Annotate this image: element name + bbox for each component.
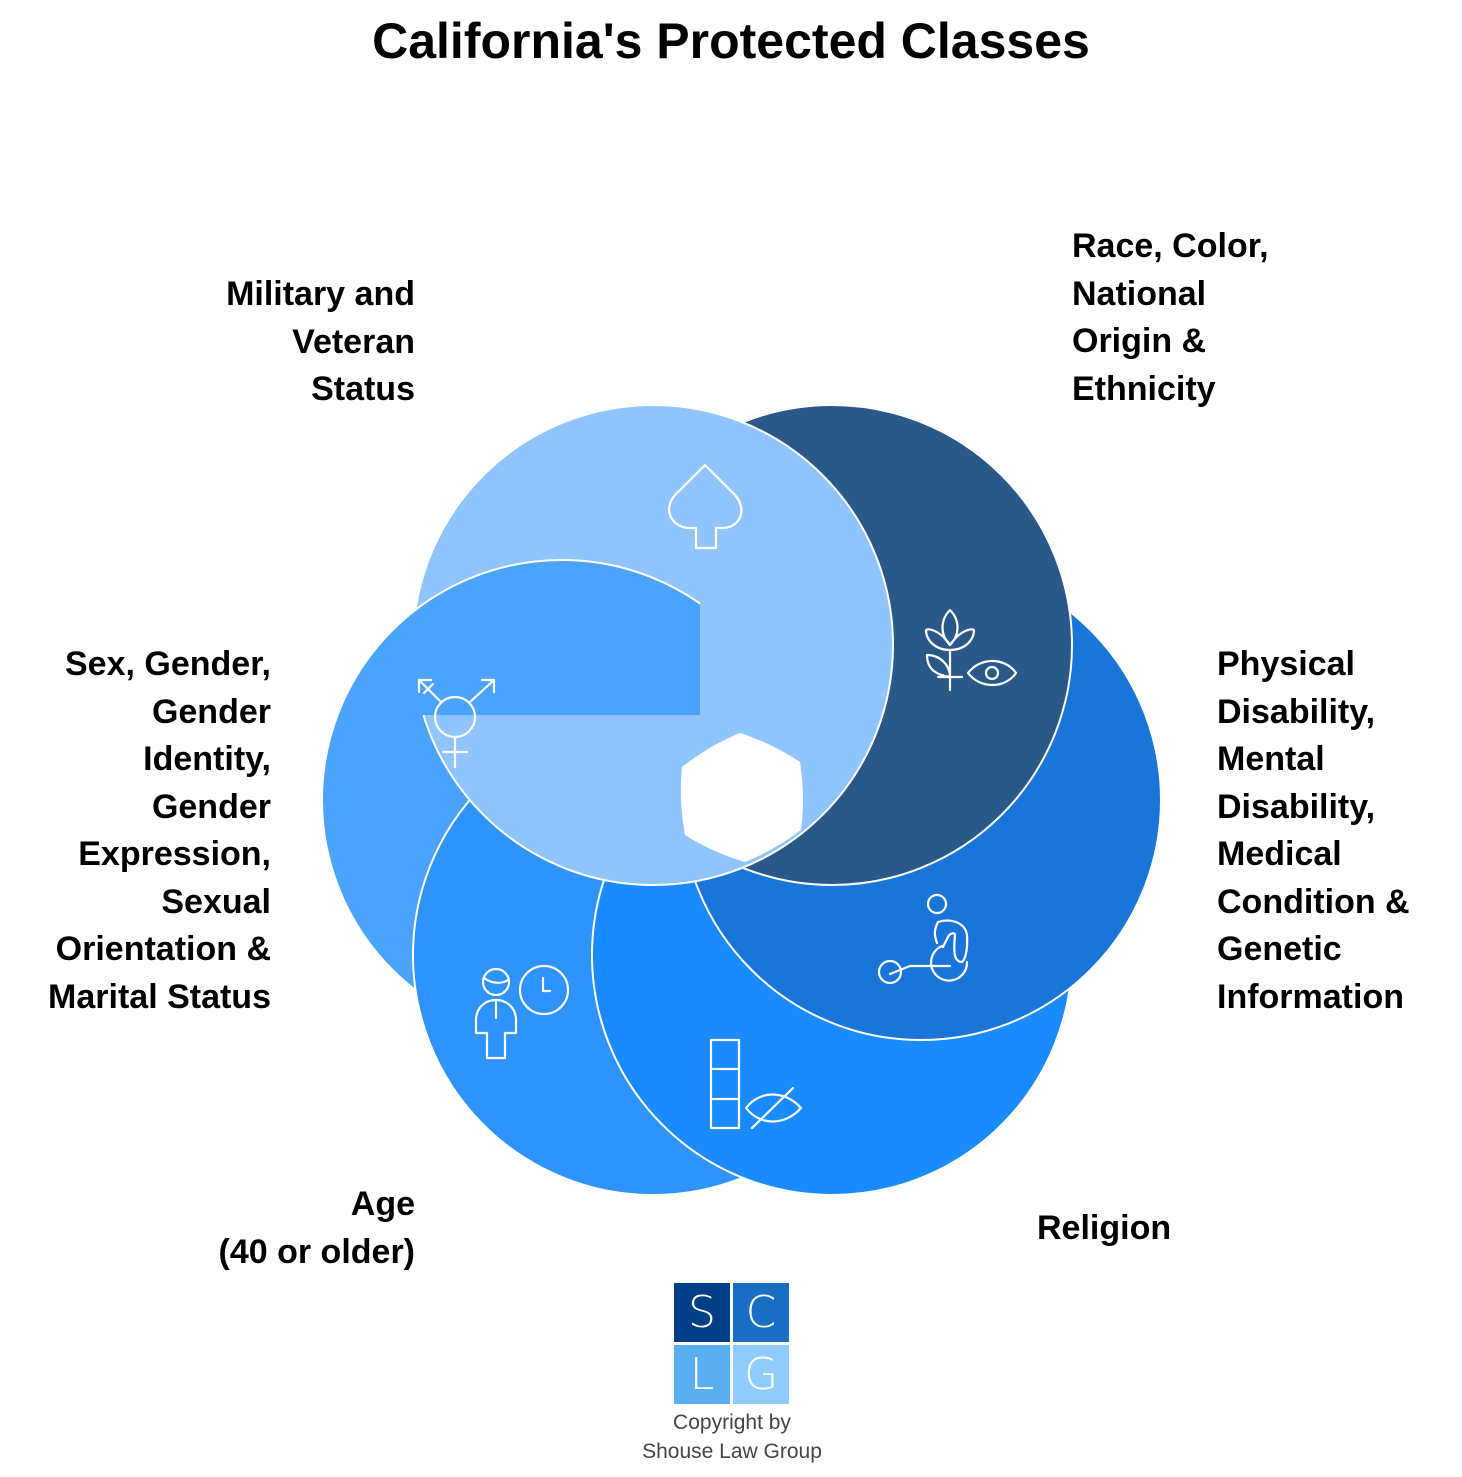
label-sex-gender: Sex, Gender, Gender Identity, Gender Exp…: [48, 641, 271, 1021]
sclg-logo: S C L G: [674, 1283, 789, 1406]
label-religion: Religion: [1037, 1205, 1171, 1253]
label-line: Sexual: [161, 882, 271, 921]
plant-eye-icon: [924, 608, 1018, 692]
segment-sex: [336, 559, 700, 715]
label-age: Age (40 or older): [219, 1181, 415, 1276]
page-title: California's Protected Classes: [372, 13, 1090, 69]
label-disability: Physical Disability, Mental Disability, …: [1217, 641, 1410, 1021]
religion-eye-slash-icon: [709, 1038, 803, 1130]
label-military-veteran: Military and Veteran Status: [226, 271, 415, 414]
label-line: Medical: [1217, 835, 1342, 873]
label-line: Military and: [226, 275, 415, 313]
label-line: Sex, Gender,: [65, 645, 271, 683]
label-line: Identity,: [143, 740, 271, 778]
copyright: Copyright by Shouse Law Group: [600, 1408, 864, 1466]
label-line: Status: [311, 370, 415, 408]
label-line: Marital Status: [48, 977, 271, 1016]
label-line: Orientation &: [55, 930, 271, 968]
label-line: Origin &: [1072, 322, 1207, 360]
copyright-line: Copyright by: [673, 1411, 791, 1434]
label-line: Information: [1217, 977, 1404, 1016]
label-line: Mental: [1217, 740, 1325, 778]
wheelchair-icon: [877, 893, 969, 985]
label-line: National: [1072, 274, 1207, 313]
label-race: Race, Color, National Origin & Ethnicity: [1072, 223, 1269, 413]
logo-letter-g: G: [733, 1345, 789, 1404]
spade-shield-icon: [668, 463, 743, 550]
label-line: Ethnicity: [1072, 369, 1216, 408]
label-line: Race, Color,: [1072, 227, 1269, 265]
label-line: Physical: [1217, 645, 1355, 683]
label-line: Expression,: [78, 835, 271, 873]
label-line: Disability,: [1217, 692, 1376, 731]
label-line: Gender: [151, 692, 271, 731]
logo-letter-s: S: [674, 1283, 730, 1342]
label-line: Age: [350, 1185, 415, 1223]
label-line: Disability,: [1217, 787, 1376, 826]
label-line: Gender: [151, 787, 271, 826]
logo-letter-c: C: [733, 1283, 789, 1342]
label-line: Condition &: [1217, 882, 1410, 921]
logo-letter-l: L: [674, 1345, 730, 1404]
label-line: (40 or older): [218, 1232, 415, 1271]
label-line: Genetic: [1217, 930, 1342, 968]
person-clock-icon: [474, 964, 570, 1060]
label-line: Veteran: [292, 322, 415, 361]
copyright-line: Shouse Law Group: [642, 1440, 822, 1463]
center-hole: [680, 733, 803, 862]
transgender-symbol-icon: [417, 678, 496, 769]
label-line: Religion: [1037, 1209, 1172, 1247]
